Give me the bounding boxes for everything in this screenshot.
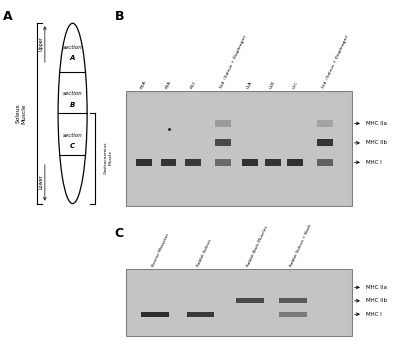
Text: Gastrocnemius
Muscle: Gastrocnemius Muscle [104,141,112,174]
Text: R1C: R1C [190,80,197,89]
Bar [317,120,333,127]
Bar [242,159,258,166]
Bar [215,159,231,166]
Bar [136,159,152,166]
Bar [126,91,352,206]
Text: section: section [63,91,82,96]
Bar [141,312,168,317]
Bar [287,159,303,166]
Text: Soleus
Muscle: Soleus Muscle [16,103,26,124]
Text: MHC IIa: MHC IIa [366,285,387,290]
Text: C: C [70,143,75,149]
Text: L1C: L1C [292,80,299,89]
Text: MHC IIa: MHC IIa [366,121,387,126]
Bar [187,312,214,317]
Text: R1A: R1A [140,80,147,89]
Bar [317,159,333,166]
Bar [280,298,306,303]
Text: A: A [70,55,75,61]
Text: Rabbit Soleus + Back: Rabbit Soleus + Back [289,223,313,267]
Bar [128,94,349,203]
Bar [186,159,201,166]
Text: L1B: L1B [269,80,276,89]
Text: Upper: Upper [38,36,44,51]
Bar [160,159,176,166]
Text: L1A: L1A [246,80,254,89]
Text: Rabbit Soleus: Rabbit Soleus [196,239,213,267]
Bar [215,140,231,146]
Bar [128,270,349,334]
Bar [236,298,264,303]
Text: R1B: R1B [165,80,172,89]
Text: MHC I: MHC I [366,160,382,165]
Text: Std. (Soleus + Diaphragm): Std. (Soleus + Diaphragm) [219,35,248,89]
Text: Std. (Soleus + Diaphragm): Std. (Soleus + Diaphragm) [321,35,349,89]
Text: B: B [70,102,75,107]
Bar [265,159,280,166]
Text: Bovine Masseter: Bovine Masseter [151,233,170,267]
Text: section: section [63,45,82,50]
Text: Lower: Lower [38,174,44,189]
Text: MHC IIb: MHC IIb [366,298,387,303]
Text: A: A [3,10,12,23]
Text: Rabbit Back Muscles: Rabbit Back Muscles [246,225,269,267]
Bar [215,120,231,127]
Bar [126,269,352,336]
Text: B: B [114,10,124,23]
Text: section: section [63,133,82,138]
Text: MHC I: MHC I [366,312,382,317]
Text: C: C [114,227,124,240]
Text: MHC IIb: MHC IIb [366,140,387,146]
Bar [280,312,306,317]
Bar [317,140,333,146]
